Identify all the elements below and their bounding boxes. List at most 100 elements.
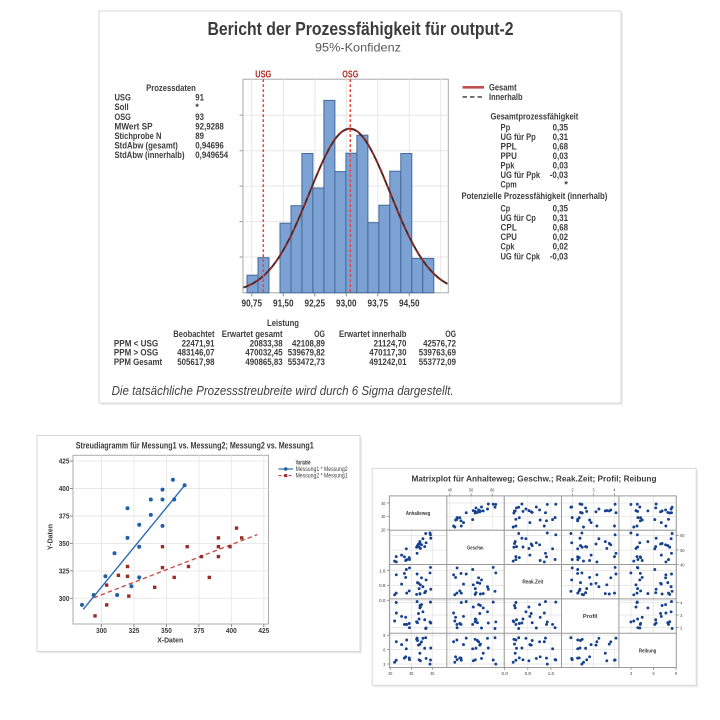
svg-text:0,03: 0,03 <box>553 160 568 171</box>
svg-text:Messung1 * Messung2: Messung1 * Messung2 <box>296 467 349 473</box>
svg-text:0,68: 0,68 <box>553 141 568 152</box>
svg-text:4: 4 <box>613 487 615 493</box>
svg-text:0,94696: 0,94696 <box>195 141 224 152</box>
svg-text:PPM < USG: PPM < USG <box>114 338 158 349</box>
svg-text:9: 9 <box>675 671 677 677</box>
svg-text:94,50: 94,50 <box>399 298 420 310</box>
svg-text:Streudiagramm für Messung1 vs.: Streudiagramm für Messung1 vs. Messung2;… <box>76 441 315 452</box>
svg-text:483146,07: 483146,07 <box>177 348 214 359</box>
svg-text:CPU: CPU <box>501 232 517 243</box>
svg-text:Gesamt: Gesamt <box>489 83 517 94</box>
svg-text:Matrixplot für Anhalteweg; Ges: Matrixplot für Anhalteweg; Geschw.; Reak… <box>412 474 657 484</box>
svg-text:0.8: 0.8 <box>379 583 386 589</box>
svg-text:0,02: 0,02 <box>553 242 568 253</box>
svg-text:300: 300 <box>59 596 70 603</box>
svg-text:42576,72: 42576,72 <box>423 338 456 349</box>
svg-text:Potenzielle Prozessfähigkeit (: Potenzielle Prozessfähigkeit (innerhalb) <box>461 191 607 202</box>
svg-text:92,9288: 92,9288 <box>195 122 224 133</box>
svg-text:Erwartet innerhalb: Erwartet innerhalb <box>339 329 407 340</box>
svg-text:Gesamtprozessfähigkeit: Gesamtprozessfähigkeit <box>490 112 579 123</box>
svg-text:50: 50 <box>469 487 473 493</box>
svg-text:PPU: PPU <box>501 151 517 162</box>
svg-text:0,949654: 0,949654 <box>195 150 228 161</box>
svg-text:3: 3 <box>383 662 385 668</box>
svg-text:3: 3 <box>680 613 682 619</box>
svg-text:539679,82: 539679,82 <box>288 348 325 359</box>
svg-text:Soll: Soll <box>115 102 129 113</box>
svg-text:425: 425 <box>258 628 269 635</box>
svg-text:470117,30: 470117,30 <box>369 348 406 359</box>
svg-text:Profil: Profil <box>583 614 598 620</box>
svg-text:0.0: 0.0 <box>379 598 386 604</box>
svg-text:300: 300 <box>96 628 107 635</box>
svg-text:539763,69: 539763,69 <box>419 348 456 359</box>
svg-text:0.8: 0.8 <box>525 671 532 677</box>
svg-text:20833,38: 20833,38 <box>250 338 283 349</box>
svg-text:UG für Ppk: UG für Ppk <box>501 170 541 181</box>
svg-text:UG für Pp: UG für Pp <box>501 132 536 143</box>
svg-text:UG für Cp: UG für Cp <box>501 213 536 224</box>
svg-text:X-Daten: X-Daten <box>157 636 183 645</box>
svg-text:325: 325 <box>59 568 70 575</box>
svg-text:Beobachtet: Beobachtet <box>173 329 215 340</box>
svg-text:91: 91 <box>195 93 204 104</box>
svg-text:350: 350 <box>161 628 172 635</box>
svg-text:60: 60 <box>490 487 494 493</box>
svg-text:6: 6 <box>383 647 385 653</box>
svg-text:Cpm: Cpm <box>501 179 517 190</box>
svg-text:400: 400 <box>59 486 70 493</box>
svg-text:22471,91: 22471,91 <box>182 338 215 349</box>
svg-text:93,75: 93,75 <box>368 298 389 310</box>
svg-text:425: 425 <box>59 459 70 466</box>
svg-text:505617,98: 505617,98 <box>177 357 214 368</box>
svg-text:Geschw.: Geschw. <box>467 545 484 551</box>
svg-text:95%-Konfidenz: 95%-Konfidenz <box>315 41 401 55</box>
svg-text:0,35: 0,35 <box>553 204 569 215</box>
svg-text:-0,03: -0,03 <box>550 251 568 262</box>
svg-text:*: * <box>195 102 199 113</box>
svg-text:375: 375 <box>194 628 205 635</box>
svg-text:OSG: OSG <box>342 68 358 80</box>
svg-text:PPM > OSG: PPM > OSG <box>114 348 158 359</box>
svg-text:Variable: Variable <box>296 460 311 466</box>
svg-text:9: 9 <box>383 633 385 639</box>
svg-text:2: 2 <box>680 625 682 631</box>
svg-text:21124,70: 21124,70 <box>374 338 407 349</box>
svg-text:OG: OG <box>445 329 456 340</box>
svg-text:*: * <box>564 179 568 190</box>
svg-text:0.0: 0.0 <box>502 671 509 677</box>
svg-text:0,31: 0,31 <box>553 213 569 224</box>
svg-text:4: 4 <box>680 600 682 606</box>
svg-text:Reibung: Reibung <box>639 648 657 654</box>
svg-text:CPL: CPL <box>501 223 517 234</box>
svg-text:Messung2 * Messung1: Messung2 * Messung1 <box>296 474 349 480</box>
svg-text:Anhalteweg: Anhalteweg <box>406 511 431 517</box>
svg-text:3: 3 <box>592 487 594 493</box>
svg-text:StdAbw (gesamt): StdAbw (gesamt) <box>115 141 178 152</box>
svg-text:50: 50 <box>680 548 684 554</box>
svg-text:93,00: 93,00 <box>336 298 357 310</box>
svg-text:Reak.Zeit: Reak.Zeit <box>522 580 543 586</box>
svg-text:1.6: 1.6 <box>548 671 555 677</box>
svg-text:0,03: 0,03 <box>553 151 568 162</box>
svg-text:40: 40 <box>430 671 434 677</box>
svg-text:PPM Gesamt: PPM Gesamt <box>114 357 163 368</box>
svg-text:Cp: Cp <box>501 204 511 215</box>
svg-text:Pp: Pp <box>501 122 511 133</box>
svg-text:Erwartet gesamt: Erwartet gesamt <box>222 329 283 340</box>
svg-text:-0,03: -0,03 <box>550 170 568 181</box>
svg-text:30: 30 <box>381 514 385 520</box>
svg-text:92,25: 92,25 <box>305 298 326 310</box>
svg-text:6: 6 <box>652 671 654 677</box>
svg-text:375: 375 <box>59 513 70 520</box>
svg-text:0,02: 0,02 <box>553 232 568 243</box>
svg-text:89: 89 <box>195 131 204 142</box>
svg-text:0,68: 0,68 <box>553 223 568 234</box>
svg-text:30: 30 <box>409 671 413 677</box>
svg-text:OSG: OSG <box>115 112 131 123</box>
svg-text:93: 93 <box>195 112 204 123</box>
svg-text:OG: OG <box>314 329 325 340</box>
svg-text:MWert SP: MWert SP <box>115 122 154 133</box>
svg-text:325: 325 <box>129 628 140 635</box>
svg-text:Cpk: Cpk <box>501 242 516 253</box>
